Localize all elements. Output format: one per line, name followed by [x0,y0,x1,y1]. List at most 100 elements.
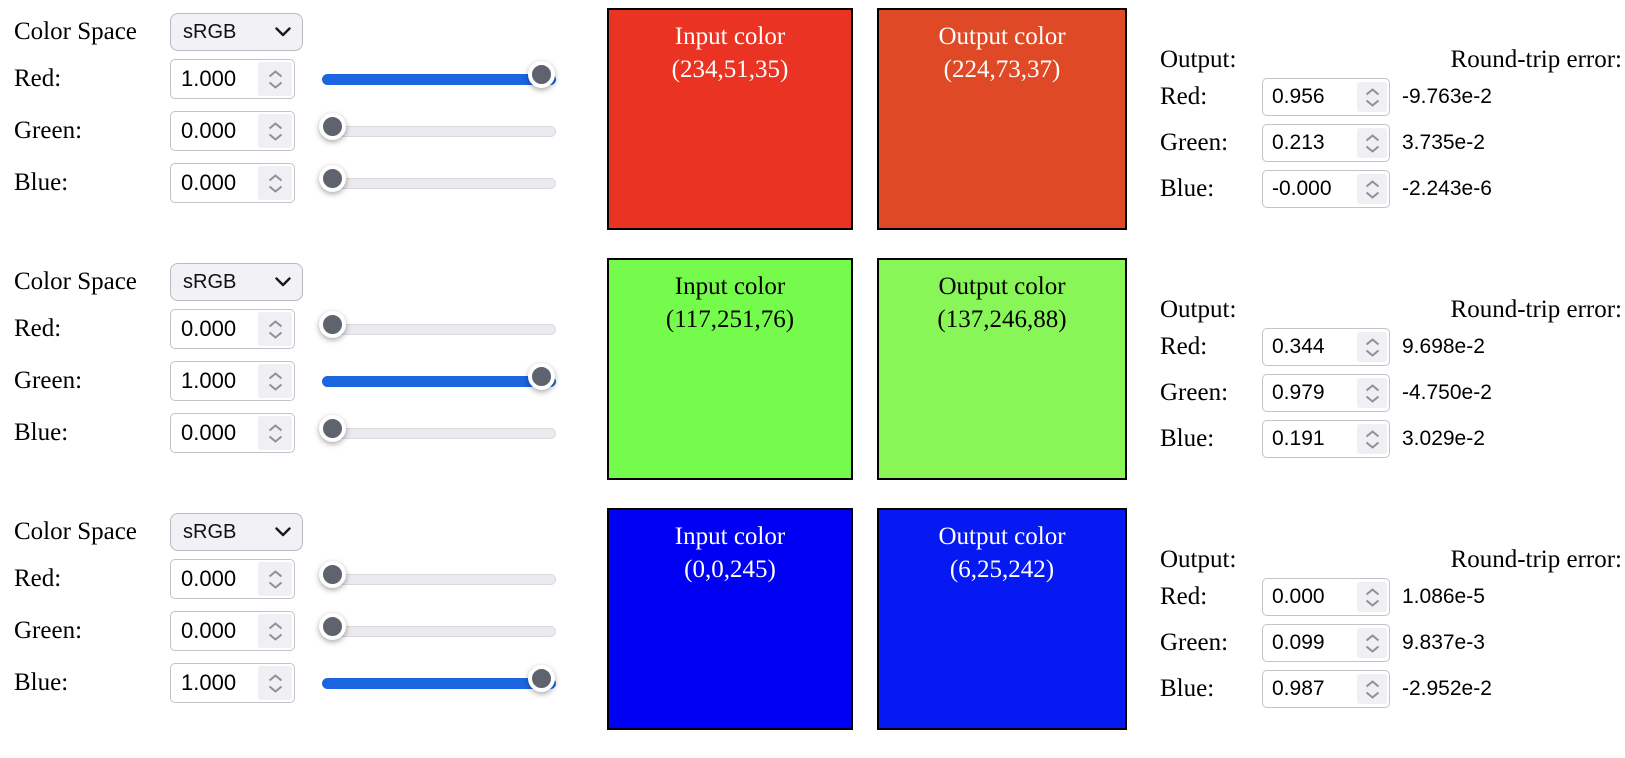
output-number-input[interactable] [1262,624,1390,662]
number-spinner[interactable] [258,364,292,398]
output-number-input[interactable] [1262,124,1390,162]
output-number-input[interactable] [1262,670,1390,708]
chevron-up-icon[interactable] [268,371,283,380]
number-spinner[interactable] [1357,174,1387,204]
number-field[interactable] [171,670,258,696]
chevron-up-icon[interactable] [268,569,283,578]
channel-slider[interactable] [322,361,556,401]
number-spinner[interactable] [1357,582,1387,612]
slider-track[interactable] [322,376,556,387]
channel-number-input[interactable] [170,59,295,99]
number-spinner[interactable] [1357,674,1387,704]
channel-slider[interactable] [319,559,556,599]
number-field[interactable] [1263,335,1357,359]
chevron-down-icon[interactable] [1365,349,1380,357]
color-space-dropdown[interactable]: sRGB [170,13,303,51]
chevron-up-icon[interactable] [268,173,283,182]
slider-thumb[interactable] [528,665,555,692]
chevron-down-icon[interactable] [268,383,283,391]
number-field[interactable] [1263,131,1357,155]
chevron-down-icon[interactable] [1365,395,1380,403]
number-spinner[interactable] [258,562,292,596]
channel-number-input[interactable] [170,663,295,703]
number-field[interactable] [171,566,258,592]
number-spinner[interactable] [1357,628,1387,658]
number-field[interactable] [1263,381,1357,405]
chevron-up-icon[interactable] [1365,633,1380,642]
number-spinner[interactable] [1357,128,1387,158]
channel-slider[interactable] [319,611,556,651]
number-spinner[interactable] [258,166,292,200]
number-spinner[interactable] [1357,424,1387,454]
chevron-up-icon[interactable] [1365,133,1380,142]
number-field[interactable] [171,118,258,144]
chevron-down-icon[interactable] [268,685,283,693]
chevron-down-icon[interactable] [1365,599,1380,607]
chevron-down-icon[interactable] [1365,145,1380,153]
channel-slider[interactable] [322,663,556,703]
channel-slider[interactable] [322,59,556,99]
number-field[interactable] [1263,177,1357,201]
color-space-select[interactable]: sRGB [170,13,303,51]
slider-track[interactable] [322,574,556,585]
number-field[interactable] [171,170,258,196]
channel-slider[interactable] [319,413,556,453]
channel-number-input[interactable] [170,309,295,349]
chevron-down-icon[interactable] [1365,99,1380,107]
slider-thumb[interactable] [319,311,346,338]
number-spinner[interactable] [258,114,292,148]
channel-number-input[interactable] [170,559,295,599]
chevron-up-icon[interactable] [1365,179,1380,188]
chevron-down-icon[interactable] [1365,691,1380,699]
chevron-up-icon[interactable] [1365,337,1380,346]
output-number-input[interactable] [1262,328,1390,366]
channel-slider[interactable] [319,111,556,151]
chevron-down-icon[interactable] [1365,441,1380,449]
chevron-down-icon[interactable] [1365,191,1380,199]
slider-track[interactable] [322,74,556,85]
output-number-input[interactable] [1262,78,1390,116]
chevron-up-icon[interactable] [268,423,283,432]
chevron-down-icon[interactable] [268,581,283,589]
number-field[interactable] [1263,677,1357,701]
chevron-up-icon[interactable] [1365,679,1380,688]
channel-slider[interactable] [319,163,556,203]
number-field[interactable] [1263,585,1357,609]
slider-thumb[interactable] [319,613,346,640]
chevron-down-icon[interactable] [1365,645,1380,653]
output-number-input[interactable] [1262,420,1390,458]
channel-number-input[interactable] [170,111,295,151]
number-field[interactable] [1263,427,1357,451]
channel-number-input[interactable] [170,413,295,453]
slider-track[interactable] [322,626,556,637]
slider-thumb[interactable] [319,113,346,140]
slider-track[interactable] [322,178,556,189]
slider-track[interactable] [322,678,556,689]
chevron-down-icon[interactable] [268,633,283,641]
chevron-down-icon[interactable] [268,331,283,339]
channel-number-input[interactable] [170,611,295,651]
slider-thumb[interactable] [319,561,346,588]
number-field[interactable] [1263,85,1357,109]
chevron-up-icon[interactable] [1365,587,1380,596]
slider-thumb[interactable] [528,61,555,88]
chevron-down-icon[interactable] [268,81,283,89]
output-number-input[interactable] [1262,578,1390,616]
slider-track[interactable] [322,126,556,137]
number-spinner[interactable] [258,666,292,700]
slider-thumb[interactable] [528,363,555,390]
output-number-input[interactable] [1262,170,1390,208]
number-spinner[interactable] [1357,332,1387,362]
chevron-up-icon[interactable] [1365,87,1380,96]
output-number-input[interactable] [1262,374,1390,412]
chevron-up-icon[interactable] [268,319,283,328]
chevron-down-icon[interactable] [268,185,283,193]
number-field[interactable] [171,66,258,92]
chevron-up-icon[interactable] [1365,383,1380,392]
number-field[interactable] [1263,631,1357,655]
slider-thumb[interactable] [319,165,346,192]
slider-track[interactable] [322,428,556,439]
color-space-dropdown[interactable]: sRGB [170,513,303,551]
channel-slider[interactable] [319,309,556,349]
chevron-down-icon[interactable] [268,435,283,443]
